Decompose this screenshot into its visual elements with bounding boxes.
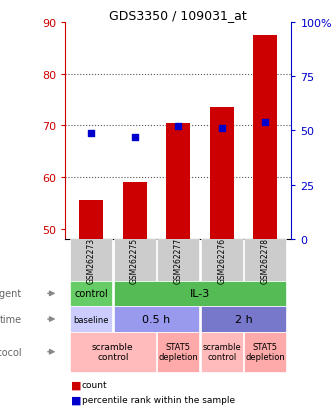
Text: GSM262276: GSM262276 bbox=[217, 237, 226, 283]
Text: GSM262278: GSM262278 bbox=[261, 237, 270, 283]
Text: GSM262277: GSM262277 bbox=[173, 237, 183, 283]
Bar bbox=[123, 183, 147, 240]
Text: GSM262273: GSM262273 bbox=[87, 237, 96, 283]
Point bbox=[88, 130, 94, 137]
Title: GDS3350 / 109031_at: GDS3350 / 109031_at bbox=[109, 9, 247, 21]
Text: protocol: protocol bbox=[0, 347, 22, 357]
Point bbox=[219, 126, 224, 132]
Text: STAT5
depletion: STAT5 depletion bbox=[158, 342, 198, 361]
Bar bbox=[253, 36, 277, 240]
Text: ■: ■ bbox=[71, 380, 82, 390]
Text: time: time bbox=[0, 314, 22, 324]
Text: percentile rank within the sample: percentile rank within the sample bbox=[82, 395, 235, 404]
Text: control: control bbox=[74, 289, 108, 299]
Text: ■: ■ bbox=[71, 394, 82, 405]
Text: STAT5
depletion: STAT5 depletion bbox=[245, 342, 285, 361]
Text: count: count bbox=[82, 380, 108, 389]
Text: scramble
control: scramble control bbox=[202, 342, 241, 361]
Point bbox=[263, 119, 268, 126]
Bar bbox=[79, 201, 103, 240]
Text: GSM262275: GSM262275 bbox=[130, 237, 139, 283]
Text: baseline: baseline bbox=[73, 315, 109, 324]
Bar bbox=[210, 108, 234, 240]
Point bbox=[175, 123, 181, 130]
Text: agent: agent bbox=[0, 289, 22, 299]
Text: 0.5 h: 0.5 h bbox=[142, 314, 170, 324]
Bar bbox=[166, 123, 190, 240]
Text: 2 h: 2 h bbox=[235, 314, 252, 324]
Point bbox=[132, 134, 137, 141]
Text: IL-3: IL-3 bbox=[190, 289, 210, 299]
Text: scramble
control: scramble control bbox=[92, 342, 134, 361]
